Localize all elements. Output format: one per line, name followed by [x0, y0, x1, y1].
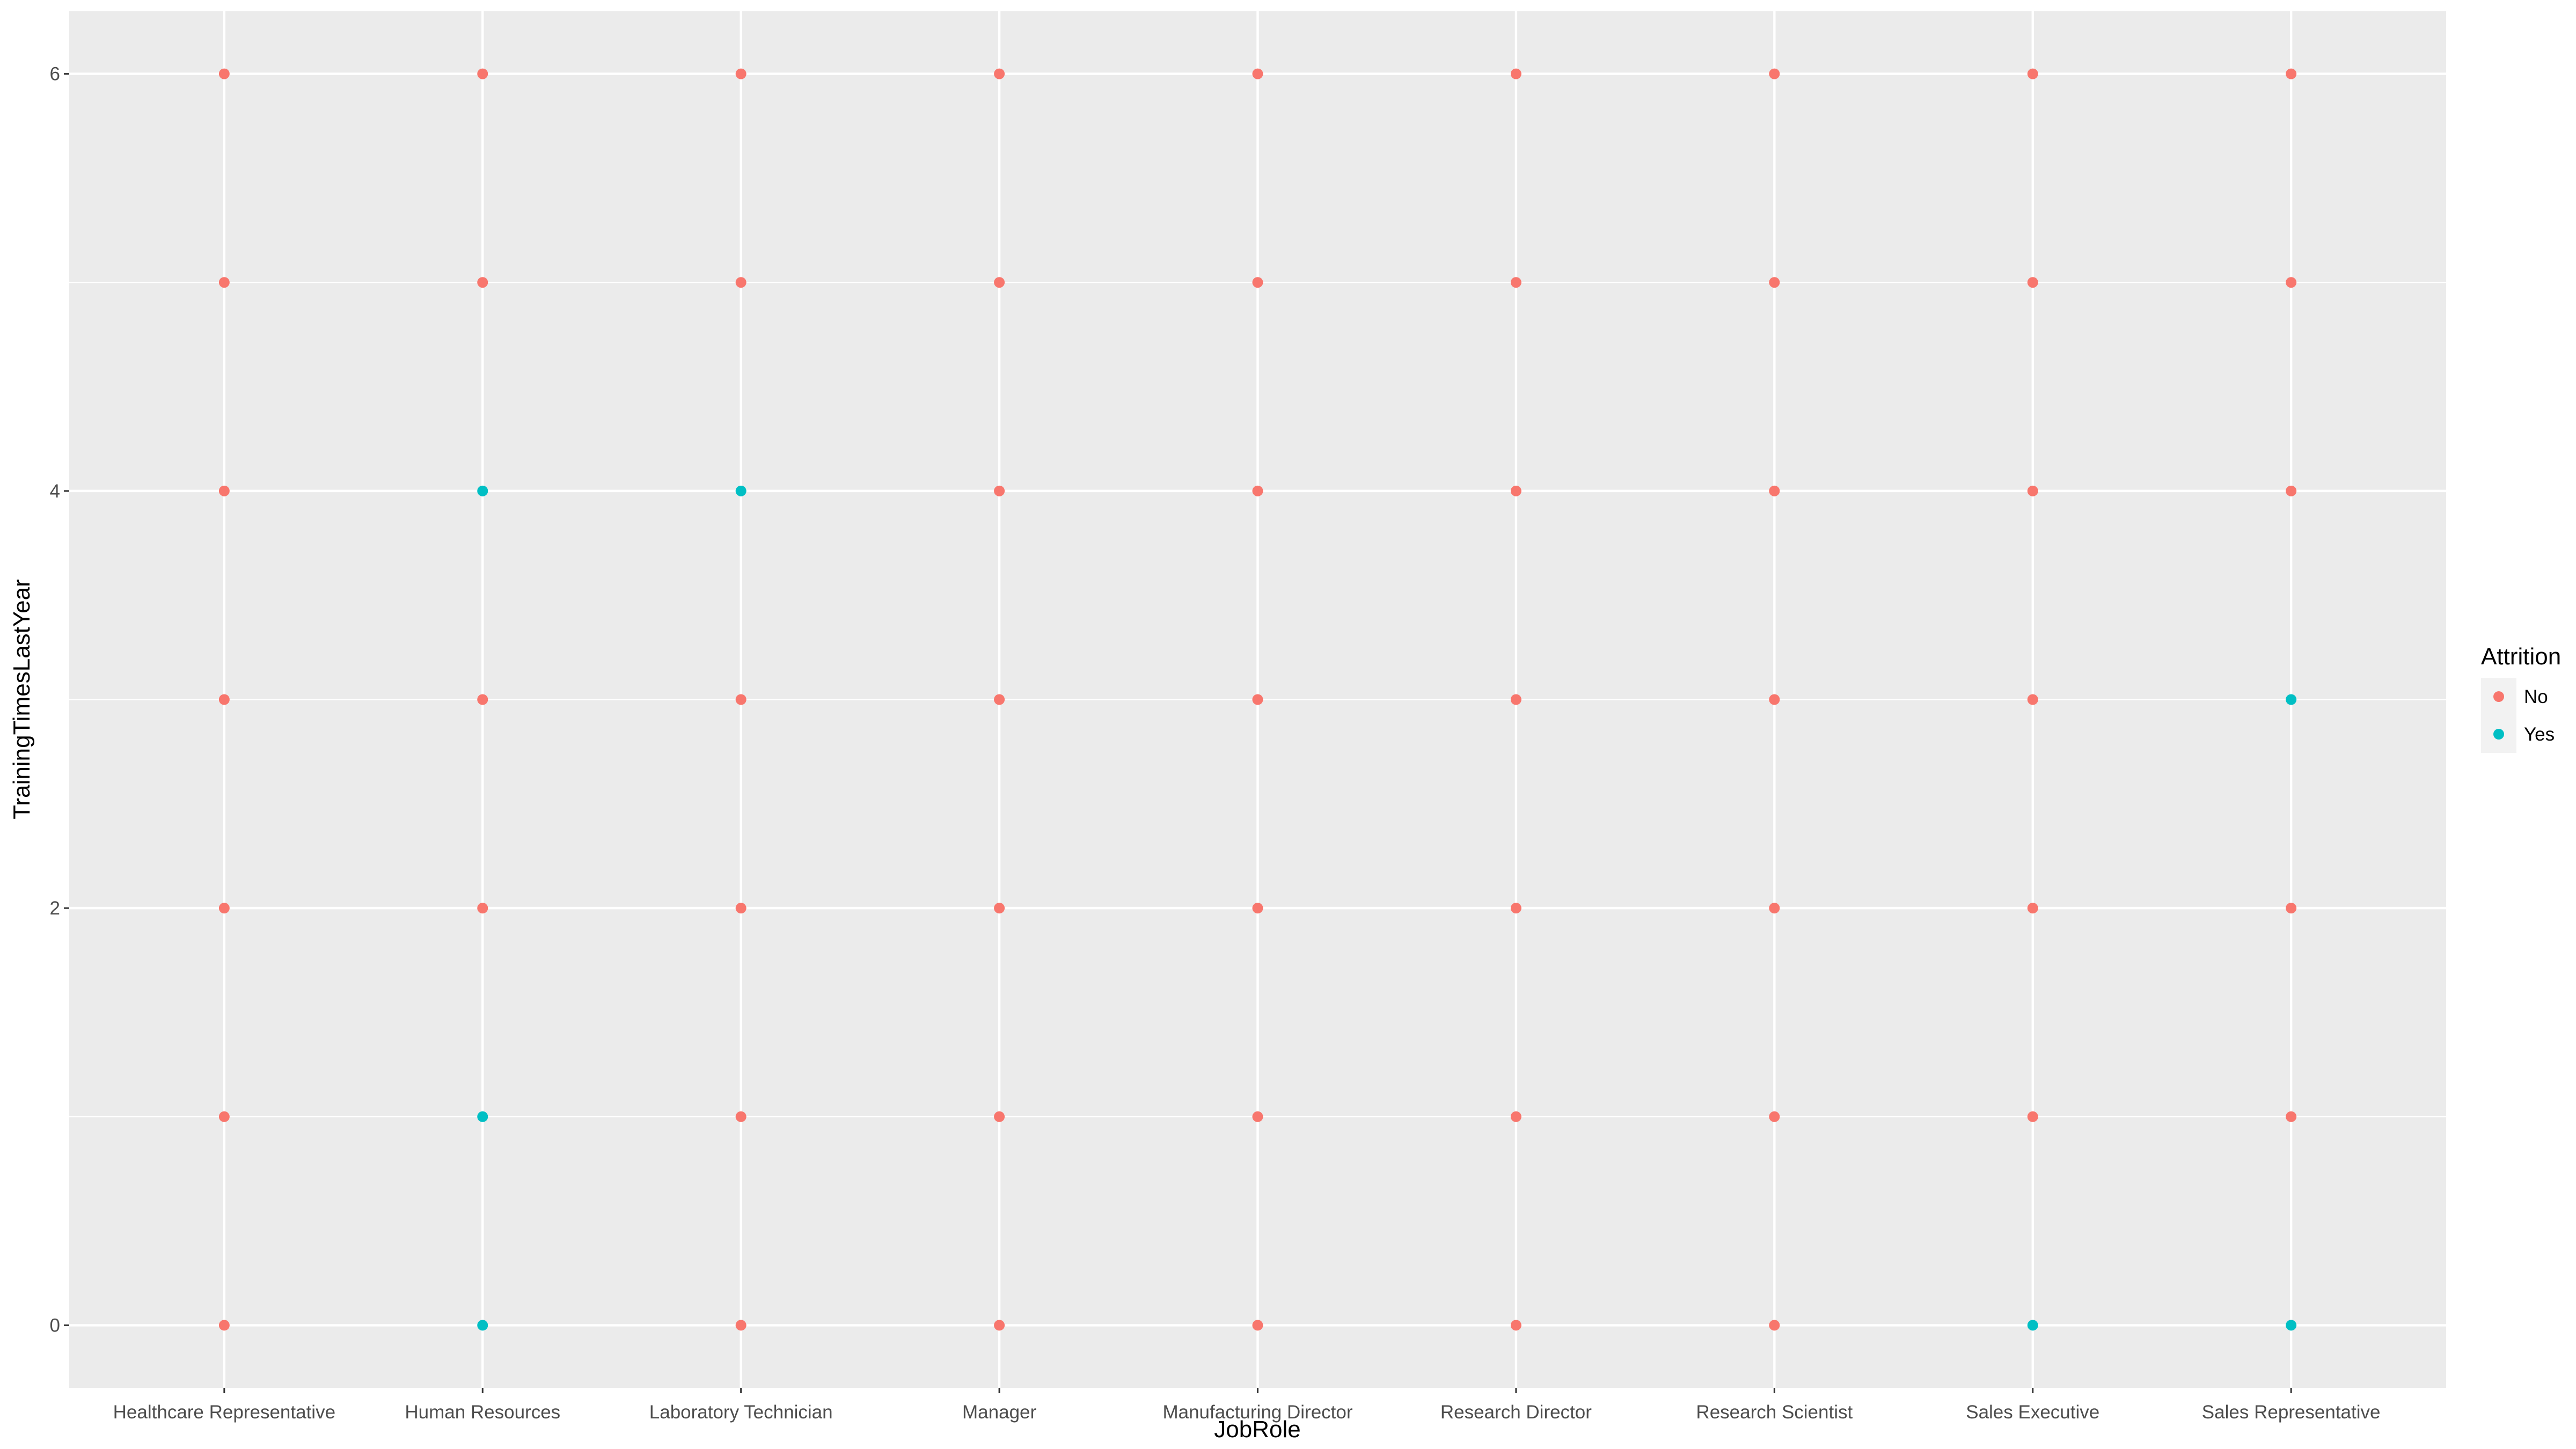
data-point-no	[1252, 694, 1263, 705]
data-point-no	[1510, 1111, 1521, 1122]
data-point-no	[477, 68, 488, 79]
data-point-no	[2286, 68, 2297, 79]
data-point-yes	[735, 485, 747, 496]
data-point-no	[218, 1320, 230, 1331]
data-point-no	[735, 694, 747, 705]
data-point-no	[1510, 694, 1521, 705]
data-point-no	[2027, 903, 2038, 914]
data-point-no	[2027, 485, 2038, 496]
data-point-no	[994, 903, 1005, 914]
data-point-no	[477, 694, 488, 705]
data-point-yes	[2286, 694, 2297, 705]
data-point-no	[1510, 277, 1521, 288]
data-point-no	[2027, 694, 2038, 705]
x-axis-title: JobRole	[1214, 1416, 1300, 1443]
data-point-no	[2286, 903, 2297, 914]
x-tick-label: Manager	[962, 1402, 1036, 1423]
data-point-no	[2286, 1111, 2297, 1122]
data-point-no	[1769, 1111, 1780, 1122]
data-point-no	[2286, 485, 2297, 496]
data-point-no	[994, 277, 1005, 288]
y-tick-label: 0	[50, 1315, 60, 1336]
data-point-no	[1510, 1320, 1521, 1331]
x-tick-label: Sales Executive	[1966, 1402, 2099, 1423]
data-point-no	[218, 68, 230, 79]
data-point-yes	[2286, 1320, 2297, 1331]
data-point-no	[1252, 1111, 1263, 1122]
data-point-no	[1769, 903, 1780, 914]
data-point-no	[2286, 277, 2297, 288]
data-point-no	[1252, 903, 1263, 914]
data-point-no	[994, 1320, 1005, 1331]
y-tick-label: 4	[50, 481, 60, 502]
data-point-no	[994, 68, 1005, 79]
legend-key-point	[2493, 729, 2504, 740]
y-tick-label: 2	[50, 898, 60, 919]
data-point-no	[1510, 485, 1521, 496]
x-tick-label: Laboratory Technician	[649, 1402, 833, 1423]
y-tick-label: 6	[50, 64, 60, 85]
legend-label: Yes	[2524, 724, 2555, 745]
data-point-no	[1252, 277, 1263, 288]
data-point-yes	[2027, 1320, 2038, 1331]
data-point-no	[2027, 68, 2038, 79]
data-point-no	[1769, 485, 1780, 496]
data-point-no	[994, 1111, 1005, 1122]
data-point-yes	[477, 485, 488, 496]
data-point-no	[1252, 485, 1263, 496]
legend: Attrition No Yes	[2481, 643, 2561, 753]
x-tick-label: Research Director	[1440, 1402, 1592, 1423]
data-point-no	[1252, 68, 1263, 79]
x-tick-label: Research Scientist	[1696, 1402, 1853, 1423]
data-point-no	[735, 1111, 747, 1122]
data-point-no	[1769, 1320, 1780, 1331]
data-point-no	[1769, 68, 1780, 79]
data-point-no	[994, 485, 1005, 496]
data-point-no	[735, 68, 747, 79]
data-point-no	[477, 903, 488, 914]
data-point-no	[218, 485, 230, 496]
data-point-no	[735, 1320, 747, 1331]
y-axis-ticks: 0 2 4 6	[50, 64, 69, 1336]
data-point-no	[2027, 1111, 2038, 1122]
data-point-no	[218, 1111, 230, 1122]
data-point-no	[1510, 903, 1521, 914]
data-point-no	[1252, 1320, 1263, 1331]
legend-key-point	[2493, 691, 2504, 702]
x-axis-ticks: Healthcare Representative Human Resources…	[113, 1388, 2381, 1423]
data-point-no	[1769, 694, 1780, 705]
data-point-yes	[477, 1320, 488, 1331]
data-point-no	[477, 277, 488, 288]
data-point-no	[218, 277, 230, 288]
x-tick-label: Healthcare Representative	[113, 1402, 335, 1423]
x-tick-label: Manufacturing Director	[1162, 1402, 1352, 1423]
data-point-no	[994, 694, 1005, 705]
data-points	[218, 68, 2297, 1331]
y-axis-title: TrainingTimesLastYear	[9, 579, 35, 819]
data-point-no	[735, 277, 747, 288]
data-point-no	[218, 694, 230, 705]
data-point-no	[1769, 277, 1780, 288]
data-point-yes	[477, 1111, 488, 1122]
x-tick-label: Sales Representative	[2202, 1402, 2381, 1423]
legend-title: Attrition	[2481, 643, 2561, 670]
legend-label: No	[2524, 686, 2548, 707]
data-point-no	[1510, 68, 1521, 79]
data-point-no	[2027, 277, 2038, 288]
x-tick-label: Human Resources	[405, 1402, 560, 1423]
data-point-no	[218, 903, 230, 914]
data-point-no	[735, 903, 747, 914]
